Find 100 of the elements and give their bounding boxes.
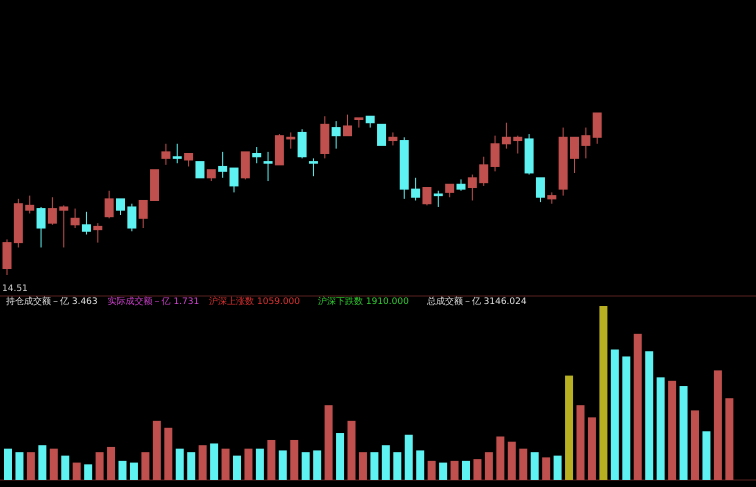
bar (691, 410, 699, 480)
candlestick (422, 187, 432, 206)
candlestick (127, 203, 136, 232)
bar (61, 456, 70, 480)
candlestick (59, 204, 68, 248)
candlestick (36, 206, 46, 248)
bar (324, 405, 333, 480)
candlestick (354, 117, 364, 128)
bar (393, 452, 402, 480)
candlestick (366, 116, 375, 128)
bar (404, 434, 413, 480)
candlestick (490, 135, 500, 172)
bar (428, 460, 436, 480)
candlestick (502, 122, 511, 150)
candlestick (195, 161, 204, 178)
candlestick (570, 136, 579, 174)
candlestick (456, 178, 466, 192)
bar (462, 460, 470, 480)
bar (233, 456, 241, 480)
candlestick (286, 132, 296, 150)
bar (222, 448, 230, 480)
candlestick (377, 124, 386, 146)
candlestick (264, 151, 273, 182)
bar (634, 334, 642, 480)
candlestick (536, 177, 545, 203)
bar (152, 420, 161, 480)
bar (450, 460, 459, 480)
bar (668, 380, 676, 480)
bar (26, 452, 35, 480)
text: 14.51 (2, 284, 28, 294)
bar (484, 452, 493, 480)
bar (416, 450, 424, 480)
annotation: 实际成交额－亿 1.731 (108, 296, 200, 307)
candlestick (343, 114, 352, 136)
bar (576, 405, 584, 480)
candlestick (93, 222, 102, 244)
bar (4, 448, 12, 480)
bar (267, 440, 276, 480)
candlestick (172, 143, 182, 164)
bar (610, 350, 619, 480)
candlestick (252, 146, 262, 164)
candlestick (479, 156, 488, 186)
candlestick (513, 135, 522, 154)
candlestick (206, 169, 216, 182)
candlestick (184, 153, 194, 167)
bar (187, 452, 196, 480)
bar (107, 446, 116, 480)
bar (554, 456, 562, 480)
bar (176, 448, 184, 480)
bar (382, 445, 390, 480)
bar (542, 457, 550, 480)
bar (290, 440, 298, 480)
bar (256, 448, 264, 480)
candlestick (411, 177, 420, 201)
candlestick (581, 127, 590, 159)
candlestick (547, 192, 556, 204)
candlestick (388, 132, 398, 146)
bar (439, 462, 448, 480)
bar (336, 433, 344, 480)
bar (118, 460, 126, 480)
candlestick (138, 200, 148, 229)
bar (302, 452, 310, 480)
annotation: 总成交额－亿 3146.024 (426, 296, 527, 307)
bar (15, 452, 24, 480)
bar (164, 428, 172, 480)
candlestick (48, 196, 57, 226)
bar (519, 448, 528, 480)
annotation: 沪深上涨数 1059.000 (209, 296, 300, 307)
candlestick (70, 208, 80, 229)
bar (278, 450, 287, 480)
bar (358, 452, 367, 480)
annotation: 沪深下跌数 1910.000 (318, 296, 410, 307)
candlestick (434, 190, 443, 208)
bar (84, 464, 92, 480)
bar (473, 459, 482, 480)
candlestick (82, 211, 91, 235)
candlestick (116, 198, 125, 216)
bar (714, 370, 722, 480)
candlestick (468, 174, 477, 201)
bar (725, 398, 734, 480)
bar (680, 386, 688, 480)
bar (72, 462, 81, 480)
bar (50, 448, 58, 480)
candlestick (230, 168, 238, 193)
candlestick (308, 158, 318, 177)
bar (588, 417, 596, 480)
bar (702, 431, 710, 480)
candlestick (161, 143, 170, 166)
bar (370, 452, 378, 480)
bar (496, 436, 504, 480)
bar (565, 376, 574, 480)
bar (141, 452, 150, 480)
bar (645, 351, 654, 480)
bar (530, 452, 539, 480)
candlestick (25, 195, 34, 214)
candlestick (218, 151, 228, 178)
annotation: 持仓成交额－亿 3.463 (6, 296, 98, 307)
bar (313, 450, 322, 480)
bar (130, 462, 138, 480)
bar (210, 443, 218, 480)
